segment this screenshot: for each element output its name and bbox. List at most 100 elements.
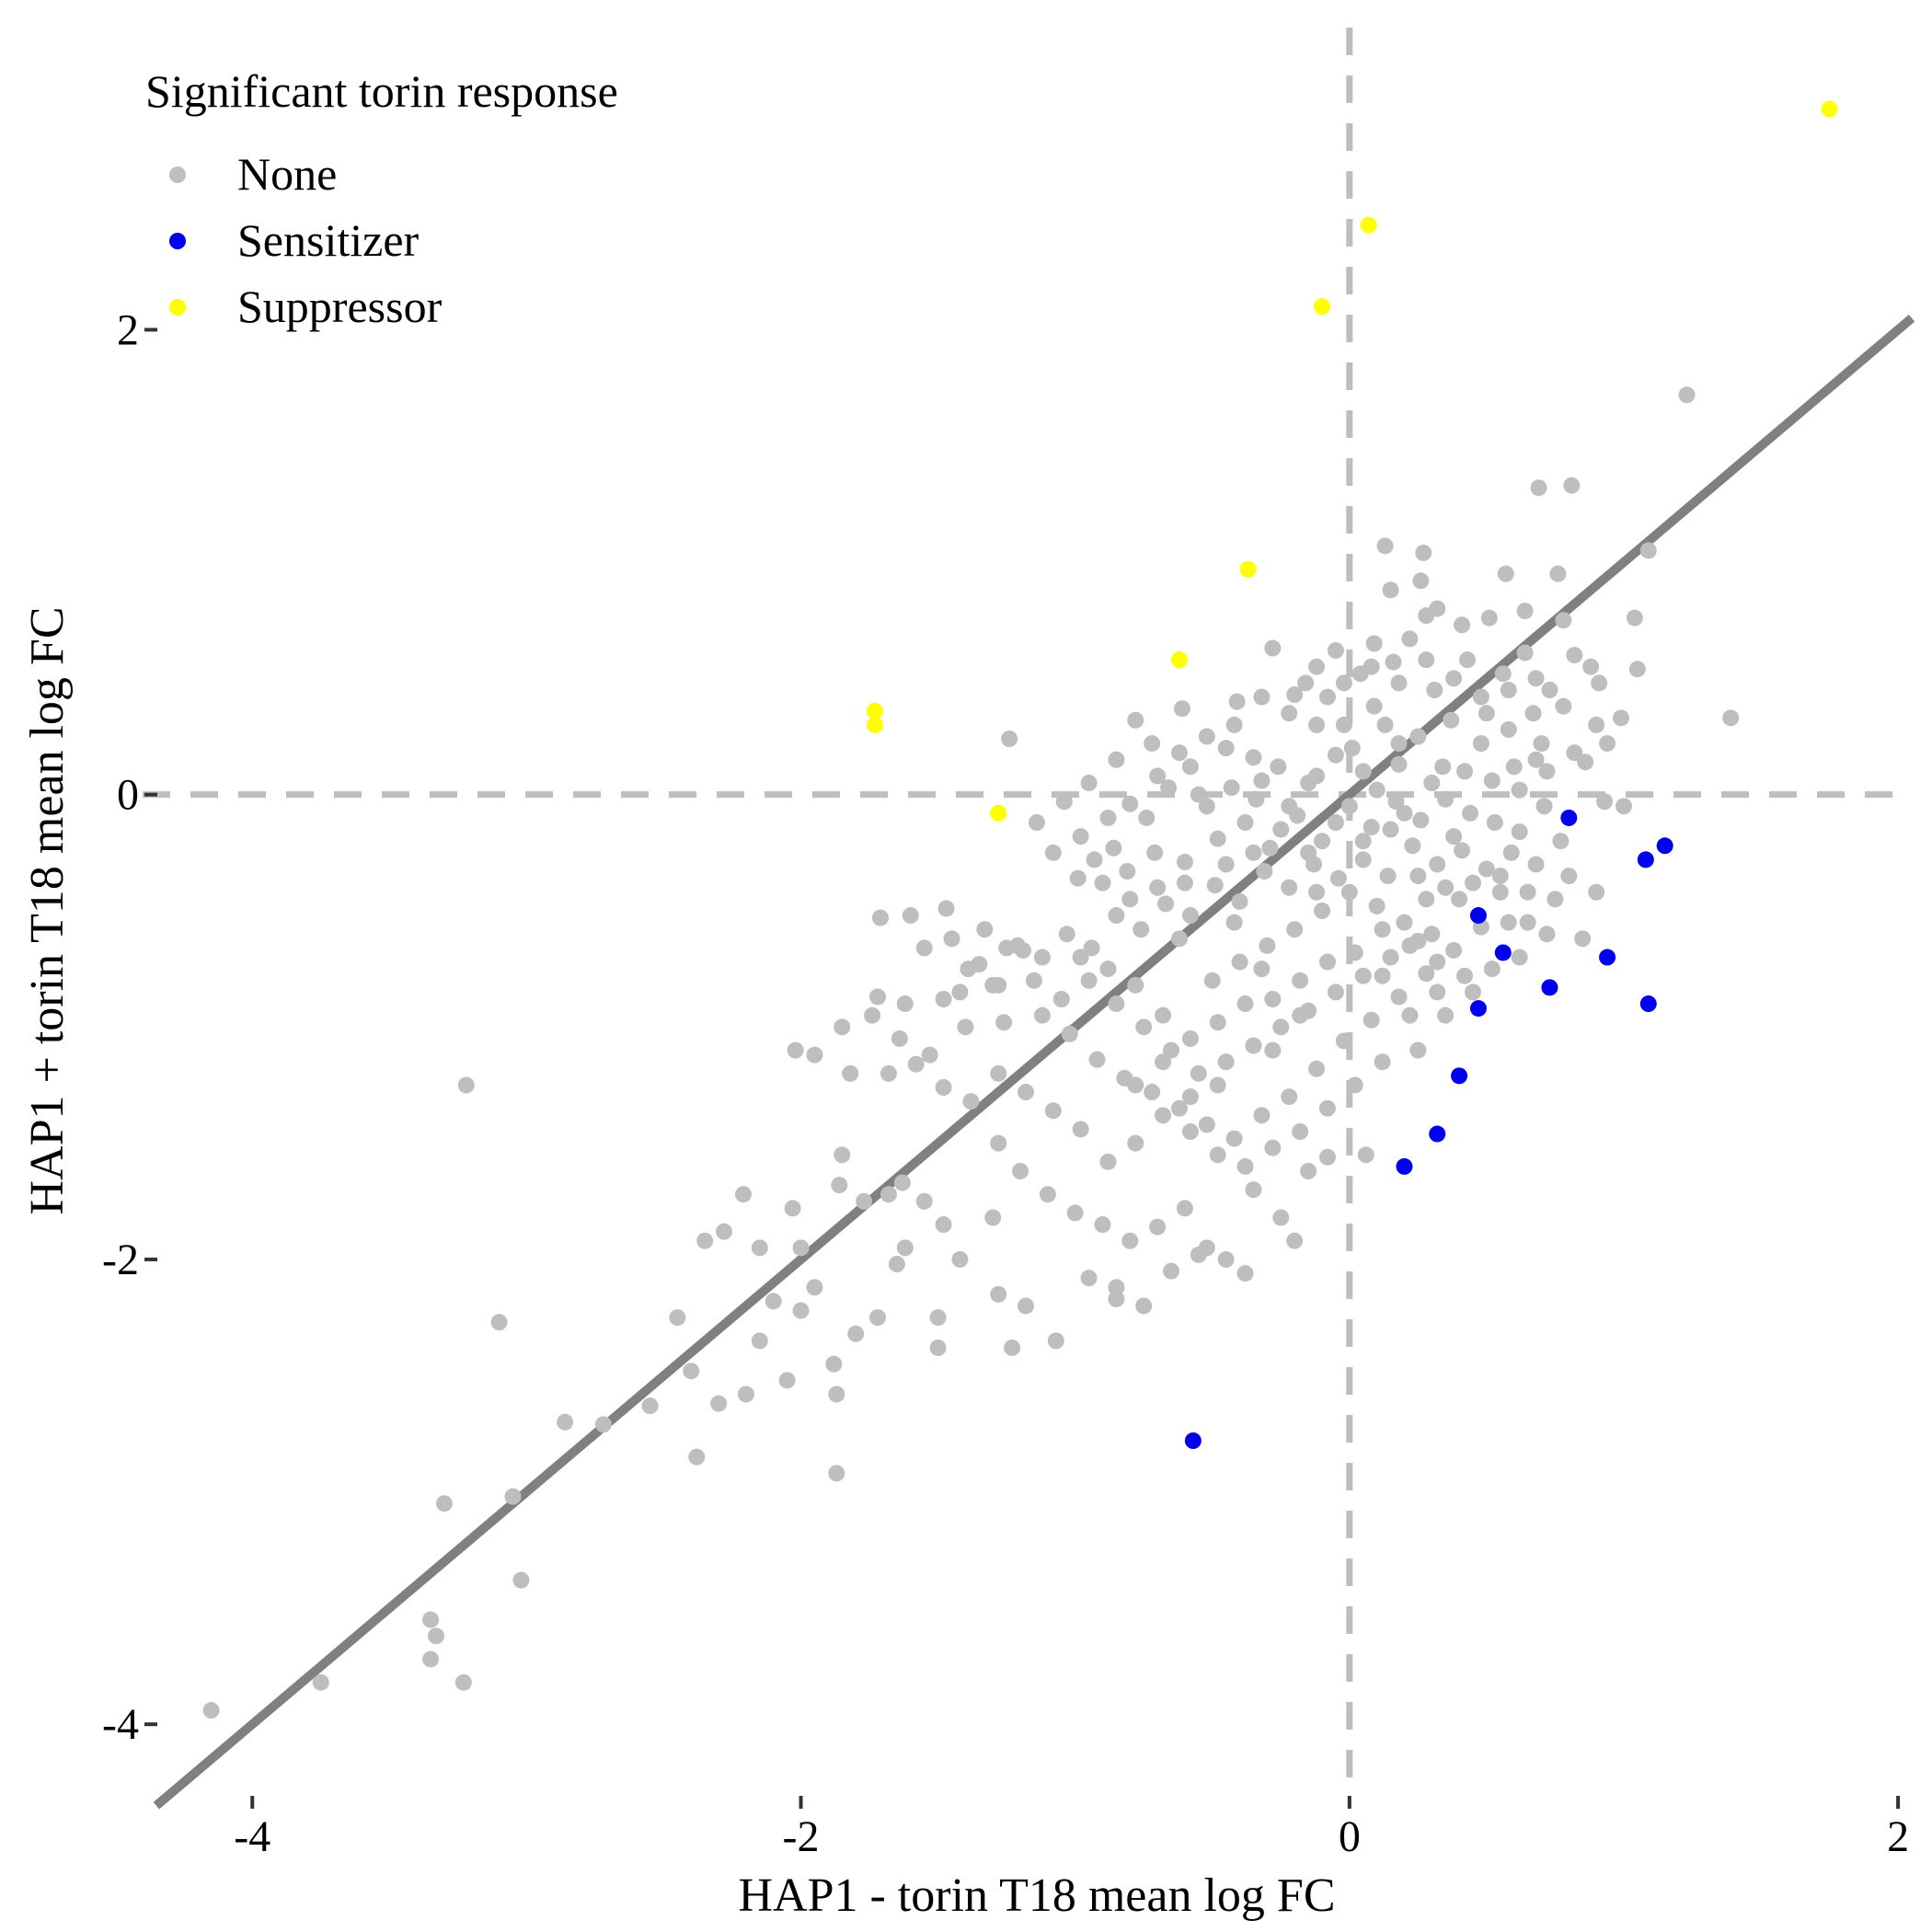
point-none-334 — [1519, 883, 1536, 901]
point-none-374 — [1181, 1088, 1199, 1106]
point-none-179 — [1409, 1041, 1427, 1059]
point-none-286 — [1121, 795, 1139, 812]
point-none-46 — [1318, 688, 1336, 706]
point-none-358 — [1335, 716, 1352, 733]
point-sensitizer-4 — [1494, 944, 1512, 961]
point-none-197 — [907, 1055, 925, 1073]
point-none-284 — [951, 983, 969, 1001]
point-none-299 — [1566, 744, 1583, 762]
point-none-162 — [1231, 953, 1248, 971]
point-none-234 — [929, 1339, 947, 1356]
point-none-187 — [1181, 1123, 1199, 1140]
point-none-366 — [1374, 921, 1391, 938]
point-sensitizer-0 — [1656, 837, 1673, 855]
point-none-272 — [428, 1627, 445, 1645]
point-none-142 — [1335, 1032, 1352, 1050]
point-none-109 — [1181, 907, 1199, 925]
point-none-329 — [1382, 821, 1399, 838]
point-none-35 — [1264, 639, 1282, 657]
point-none-282 — [943, 930, 960, 948]
point-none-119 — [935, 991, 952, 1007]
point-none-342 — [1346, 944, 1363, 961]
point-none-280 — [998, 939, 1016, 957]
point-none-263 — [641, 1397, 659, 1415]
point-none-203 — [896, 995, 914, 1013]
point-none-100 — [1404, 837, 1421, 855]
point-none-138 — [1225, 1130, 1243, 1147]
x-axis-title: HAP1 - torin T18 mean log FC — [738, 1869, 1335, 1922]
point-none-153 — [1272, 1018, 1290, 1036]
point-none-248 — [856, 1192, 873, 1210]
point-none-114 — [1058, 926, 1075, 943]
point-none-176 — [1574, 930, 1592, 948]
point-none-276 — [202, 1702, 220, 1719]
point-none-258 — [825, 1355, 843, 1373]
point-none-316 — [1099, 809, 1117, 826]
point-none-194 — [990, 1064, 1007, 1082]
point-none-8 — [1497, 565, 1514, 582]
point-none-337 — [1483, 960, 1501, 978]
point-none-112 — [1108, 907, 1125, 925]
point-sensitizer-7 — [1599, 949, 1616, 966]
point-sensitizer-1 — [1637, 851, 1654, 868]
point-none-21 — [1582, 658, 1600, 675]
point-none-201 — [834, 1018, 851, 1036]
point-none-174 — [1560, 868, 1578, 885]
point-none-238 — [880, 1186, 897, 1203]
point-none-52 — [1443, 711, 1460, 729]
x-tick-label: -2 — [783, 1812, 820, 1861]
x-tick-label: -4 — [234, 1812, 270, 1861]
point-sensitizer-8 — [1639, 995, 1657, 1013]
point-none-70 — [1160, 779, 1178, 797]
point-none-87 — [1387, 793, 1405, 811]
point-none-339 — [1429, 983, 1446, 1001]
point-none-352 — [1072, 949, 1089, 966]
point-none-34 — [1327, 642, 1344, 660]
point-none-346 — [1236, 995, 1254, 1013]
point-none-218 — [1357, 1146, 1374, 1164]
point-none-311 — [1253, 688, 1271, 706]
point-none-19 — [1555, 612, 1572, 629]
point-none-236 — [787, 1041, 804, 1059]
point-none-190 — [1099, 1153, 1117, 1170]
point-none-67 — [1248, 790, 1265, 808]
point-none-355 — [1527, 751, 1545, 768]
point-none-297 — [1511, 781, 1528, 799]
point-suppressor-1 — [1360, 216, 1377, 234]
point-none-79 — [1176, 853, 1193, 870]
point-none-318 — [1044, 844, 1062, 861]
point-none-186 — [1209, 1146, 1226, 1164]
point-none-245 — [784, 1200, 801, 1217]
point-none-171 — [1491, 883, 1509, 901]
point-none-335 — [1547, 891, 1564, 908]
point-none-132 — [1061, 1025, 1078, 1042]
point-none-217 — [1318, 1148, 1336, 1166]
point-none-372 — [1155, 1053, 1172, 1071]
point-none-233 — [929, 1309, 947, 1327]
point-none-124 — [976, 921, 994, 938]
point-none-23 — [1599, 735, 1616, 753]
point-none-341 — [1374, 967, 1391, 984]
point-none-255 — [710, 1395, 728, 1412]
point-none-18 — [1566, 647, 1583, 664]
point-suppressor-2 — [1314, 298, 1330, 316]
point-none-135 — [1144, 1084, 1161, 1101]
point-none-223 — [1047, 1332, 1064, 1350]
point-none-73 — [1086, 851, 1103, 868]
point-none-44 — [1245, 749, 1262, 766]
point-none-227 — [1163, 1262, 1180, 1280]
point-none-348 — [1181, 1029, 1199, 1047]
point-none-291 — [1308, 767, 1326, 785]
point-none-306 — [1390, 674, 1408, 692]
point-none-181 — [1346, 1076, 1363, 1094]
point-none-66 — [1270, 758, 1287, 776]
point-none-16 — [1454, 616, 1471, 634]
point-none-92 — [1511, 823, 1528, 841]
point-none-295 — [1456, 763, 1474, 780]
point-sensitizer-2 — [1560, 809, 1578, 826]
point-none-244 — [734, 1186, 752, 1203]
point-none-22 — [1612, 709, 1629, 727]
point-none-242 — [696, 1232, 714, 1249]
legend-swatch-none — [169, 167, 186, 183]
point-none-330 — [1409, 868, 1427, 885]
